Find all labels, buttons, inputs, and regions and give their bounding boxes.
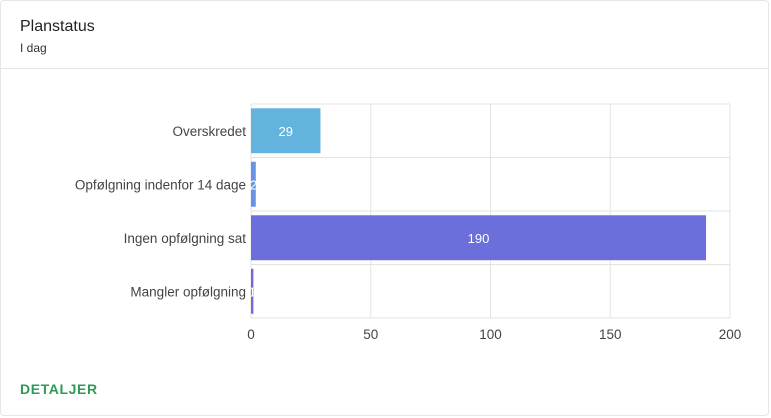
x-tick-label: 100 xyxy=(479,327,502,342)
bar-0[interactable] xyxy=(251,108,321,154)
category-label: Overskredet xyxy=(172,124,246,139)
details-link[interactable]: DETALJER xyxy=(20,381,98,397)
card-header: Planstatus I dag xyxy=(1,1,768,69)
chart-grid xyxy=(250,103,731,319)
category-label: Ingen opfølgning sat xyxy=(124,231,247,246)
chart-bars xyxy=(251,108,707,314)
card-title: Planstatus xyxy=(20,18,95,35)
category-label: Mangler opfølgning xyxy=(130,284,246,299)
x-tick-label: 150 xyxy=(599,327,622,342)
bar-2[interactable] xyxy=(251,215,707,261)
value-label: 190 xyxy=(468,231,490,246)
value-label: 1 xyxy=(249,284,256,299)
x-tick-label: 50 xyxy=(363,327,378,342)
bar-1[interactable] xyxy=(251,161,256,207)
category-label: Opfølgning indenfor 14 dage xyxy=(75,177,246,192)
x-tick-label: 0 xyxy=(247,327,255,342)
x-tick-label: 200 xyxy=(719,327,742,342)
chart-labels: 0 50 100 150 200 Overskredet 29 Opfølgning inde… xyxy=(75,124,741,342)
value-label: 29 xyxy=(278,124,292,139)
card-subtitle: I dag xyxy=(20,41,47,55)
bar-3[interactable] xyxy=(251,268,254,314)
bar-chart: 0 50 100 150 200 Overskredet 29 Opfølgning inde… xyxy=(75,103,741,342)
value-label: 2 xyxy=(250,177,257,192)
